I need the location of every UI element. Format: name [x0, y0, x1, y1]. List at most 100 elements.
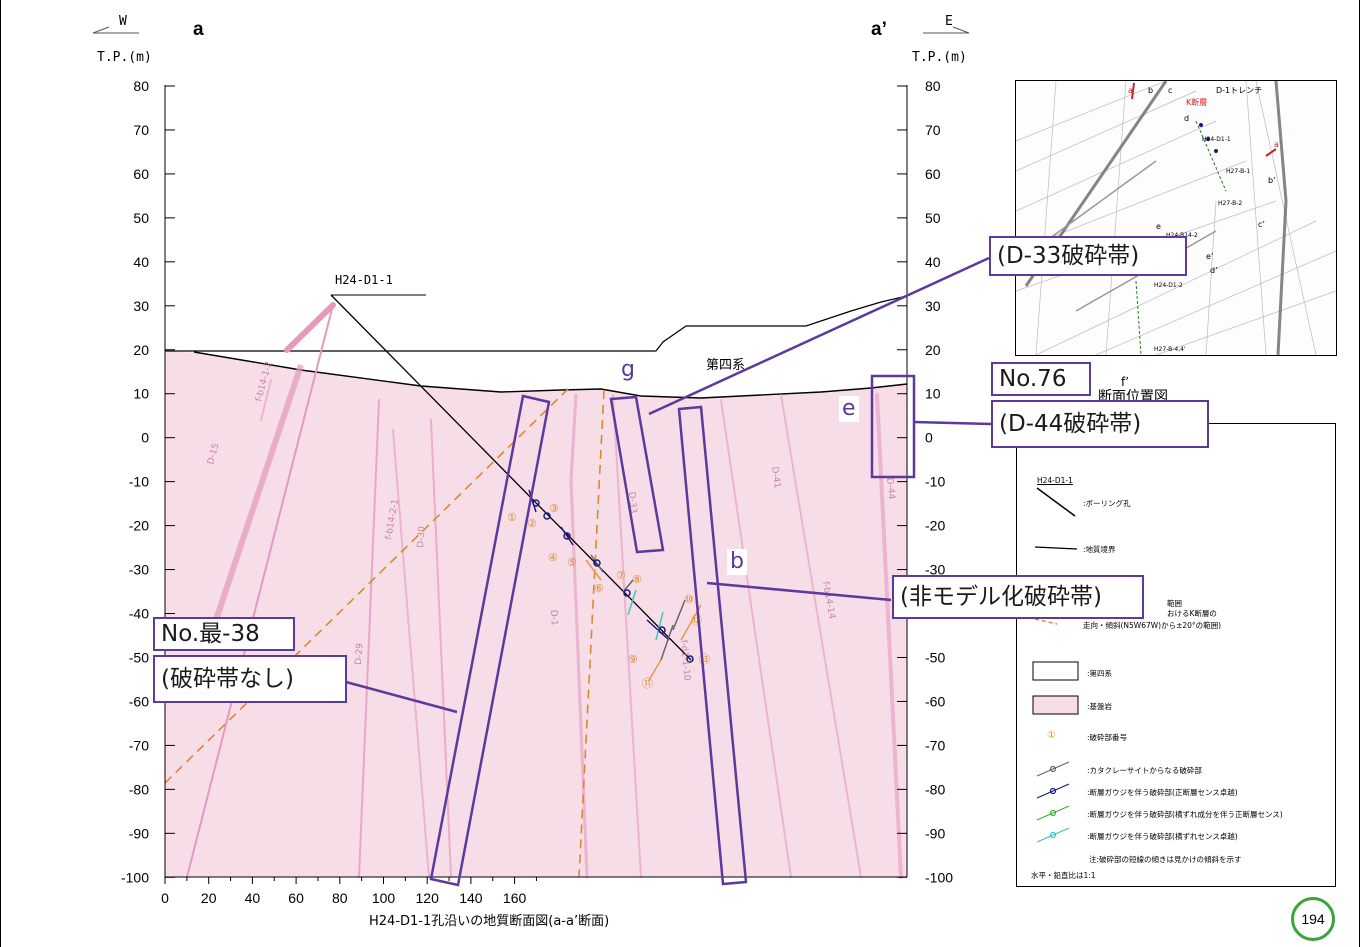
distance-label: 60 — [288, 890, 304, 906]
elevation-label-left: -50 — [129, 649, 149, 665]
map-label: c’ — [1258, 220, 1265, 229]
elevation-label-left: -90 — [129, 825, 149, 841]
distance-labels: 0 20 40 60 80 100 120 140 160 — [161, 890, 526, 906]
fault-label: D-30 — [416, 526, 428, 549]
legend-scale-note: 水平・鉛直比は1:1 — [1031, 870, 1096, 881]
legend-text: :ボーリング孔 — [1083, 498, 1131, 509]
fault-label: D-1 — [548, 610, 559, 626]
fracture-number: ⑨ — [628, 653, 638, 666]
elevation-label-left: 0 — [141, 430, 149, 446]
map-label: H24-D1-1 — [1202, 136, 1231, 143]
map-label: e — [1156, 222, 1161, 231]
legend-text: :破砕部番号 — [1087, 732, 1127, 743]
fracture-number: ④ — [548, 551, 558, 564]
elevation-label-left: -40 — [129, 606, 149, 622]
map-label: H27-B-1 — [1226, 168, 1250, 175]
elevation-label-left: 20 — [133, 342, 149, 358]
map-label: d’ — [1210, 266, 1218, 275]
map-label: H24-D1-2 — [1154, 282, 1183, 289]
elevation-label-right: -70 — [925, 737, 945, 753]
distance-label: 80 — [332, 890, 348, 906]
elevation-label-left: 70 — [133, 122, 149, 138]
elevation-label-right: 40 — [925, 254, 941, 270]
zone-letter-b: b — [727, 549, 747, 575]
legend-text: :断層ガウジを伴う破砕部(正断層センス卓越) — [1087, 787, 1238, 798]
elevation-label-left: -30 — [129, 562, 149, 578]
quaternary-label: 第四系 — [706, 358, 745, 373]
elevation-labels-left: 80 70 60 50 40 30 20 10 0 -10 -20 -30 -40 -50 -60 -70 -8… — [121, 78, 149, 885]
map-label: d — [1184, 114, 1189, 123]
legend-text: おけるK断層の — [1167, 608, 1217, 619]
fracture-number: ⑦ — [616, 569, 626, 582]
elevation-label-right: 60 — [925, 166, 941, 182]
zone-letter-e: e — [839, 396, 859, 422]
fracture-number: ⑤ — [567, 556, 577, 569]
elevation-label-left: -80 — [129, 781, 149, 797]
no-sai38-callout: No.最-38 — [153, 617, 295, 651]
figure-caption: H24-D1-1孔沿いの地質断面図(a-a’断面) — [369, 910, 609, 929]
fracture-number: ② — [527, 517, 537, 530]
elevation-label-right: -10 — [925, 474, 945, 490]
distance-label: 20 — [201, 890, 217, 906]
elevation-label-right: -80 — [925, 781, 945, 797]
borehole-label: H24-D1-1 — [335, 273, 393, 287]
legend-text: 走向・傾斜(N5W67W)から±20°の範囲) — [1083, 620, 1221, 631]
page-number-badge: 194 — [1291, 897, 1335, 941]
distance-label: 160 — [503, 890, 527, 906]
elevation-label-left: -10 — [129, 474, 149, 490]
d33-callout: (D-33破砕帯) — [989, 236, 1187, 276]
elevation-label-left: -100 — [121, 869, 149, 885]
distance-label: 0 — [161, 890, 169, 906]
elevation-label-left: -60 — [129, 693, 149, 709]
direction-arrows — [93, 27, 969, 33]
elevation-label-left: 10 — [133, 386, 149, 402]
elevation-label-right: -60 — [925, 693, 945, 709]
location-map: a b c d a’ b’ c’ d’ e e’ f D-1トレンチ K断層 H… — [1015, 80, 1337, 356]
location-map-drawing: a b c d a’ b’ c’ d’ e e’ f D-1トレンチ K断層 H… — [1016, 81, 1336, 355]
map-label: b’ — [1268, 176, 1276, 185]
elevation-label-left: 50 — [133, 210, 149, 226]
legend-text: :断層ガウジを伴う破砕部(横ずれ成分を伴う正断層センス) — [1087, 809, 1283, 820]
map-label: D-1トレンチ — [1216, 86, 1262, 95]
map-label: K断層 — [1186, 97, 1207, 107]
legend-note: 注:破砕部の短線の傾きは見かけの傾斜を示す — [1089, 854, 1242, 865]
d44-leader — [914, 422, 991, 424]
map-label: c — [1168, 86, 1172, 95]
legend-text: :地質境界 — [1083, 544, 1116, 555]
legend-text: :カタクレーサイトからなる破砕部 — [1087, 765, 1202, 776]
distance-label: 100 — [372, 890, 396, 906]
elevation-label-right: 50 — [925, 210, 941, 226]
unmodeled-callout: (非モデル化破砕帯) — [892, 575, 1144, 619]
zone-letter-g: g — [618, 357, 638, 383]
fracture-number: ⑧ — [632, 573, 642, 586]
elevation-label-right: 30 — [925, 298, 941, 314]
fracture-number: ⑪ — [642, 677, 653, 690]
legend-key: H24-D1-1 — [1037, 476, 1073, 485]
fracture-number: ⑥ — [594, 582, 604, 595]
elevation-label-right: -50 — [925, 649, 945, 665]
elevation-label-right: 70 — [925, 122, 941, 138]
legend-box: H24-D1-1 :ボーリング孔 :地質境界 範囲 おけるK断層の 走向・傾斜(… — [1016, 423, 1336, 887]
no76-callout: No.76 — [991, 362, 1091, 396]
fracture-number: ③ — [549, 502, 559, 515]
ground-surface — [165, 296, 907, 351]
distance-label: 140 — [459, 890, 483, 906]
no-fracture-callout: (破砕帯なし) — [153, 655, 347, 703]
map-label: a — [1128, 86, 1133, 95]
fracture-number: ① — [507, 511, 517, 524]
fracture-number: ⑫ — [691, 614, 702, 627]
elevation-label-left: -70 — [129, 737, 149, 753]
legend-text: :基盤岩 — [1087, 701, 1112, 712]
distance-ticks — [165, 877, 536, 884]
distance-label: 120 — [416, 890, 440, 906]
elevation-labels-right: 80706050403020100-10-20-30-40-50-60-70-8… — [925, 78, 953, 885]
elevation-label-right: 0 — [925, 430, 933, 446]
elevation-label-right: 80 — [925, 78, 941, 94]
d44-callout: (D-44破砕帯) — [991, 400, 1209, 448]
legend-text: :第四系 — [1087, 668, 1112, 679]
map-label: b — [1148, 86, 1153, 95]
fault-label: D-29 — [354, 643, 366, 666]
elevation-label-left: 60 — [133, 166, 149, 182]
map-label: H27-B-2 — [1218, 200, 1242, 207]
